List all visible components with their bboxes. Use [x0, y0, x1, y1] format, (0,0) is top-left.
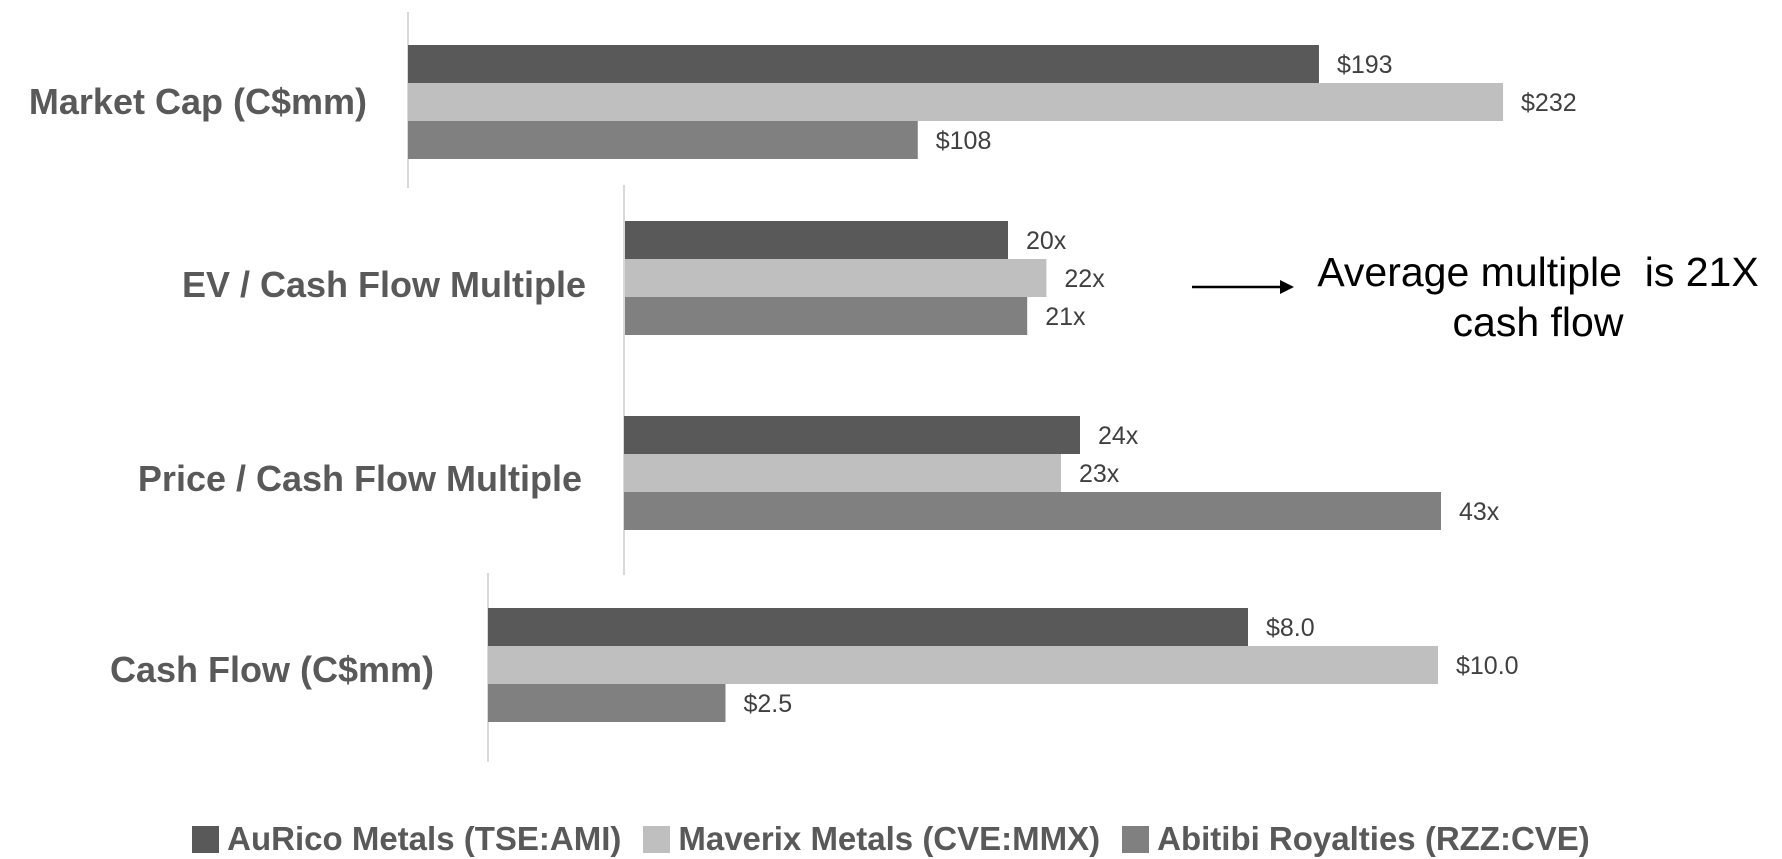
panel-market-cap-c-mm: Market Cap (C$mm) $193 $232 $108	[29, 12, 1577, 188]
category-label: Price / Cash Flow Multiple	[138, 458, 582, 499]
bar-abitibi-royalties-rzz-cve	[408, 121, 918, 159]
annotation: Average multiple is 21X cash flow	[1192, 249, 1759, 345]
category-label: Cash Flow (C$mm)	[110, 649, 434, 690]
category-label: Market Cap (C$mm)	[29, 81, 367, 122]
annotation-arrow-head	[1280, 280, 1294, 294]
bar-aurico-metals-tse-ami	[624, 416, 1080, 454]
legend-swatch-maverix	[643, 826, 670, 853]
annotation-line-2: cash flow	[1453, 299, 1624, 345]
bar-maverix-metals-cve-mmx	[488, 646, 1438, 684]
bar-maverix-metals-cve-mmx	[408, 83, 1503, 121]
bar-aurico-metals-tse-ami	[488, 608, 1248, 646]
bar-aurico-metals-tse-ami	[408, 45, 1319, 83]
legend-label-aurico: AuRico Metals (TSE:AMI)	[227, 820, 621, 858]
legend-item-maverix: Maverix Metals (CVE:MMX)	[643, 820, 1100, 858]
bar-maverix-metals-cve-mmx	[624, 259, 1046, 297]
data-label: 24x	[1098, 422, 1139, 450]
data-label: 20x	[1026, 227, 1067, 255]
bar-aurico-metals-tse-ami	[624, 221, 1008, 259]
legend-label-abitibi: Abitibi Royalties (RZZ:CVE)	[1157, 820, 1590, 858]
data-label: $108	[936, 127, 992, 155]
data-label: 43x	[1459, 498, 1500, 526]
annotation-line-1: Average multiple is 21X	[1317, 249, 1758, 295]
data-label: 22x	[1064, 265, 1105, 293]
legend-label-maverix: Maverix Metals (CVE:MMX)	[678, 820, 1100, 858]
bar-abitibi-royalties-rzz-cve	[624, 297, 1027, 335]
legend-swatch-aurico	[192, 826, 219, 853]
panel-cash-flow-c-mm: Cash Flow (C$mm) $8.0 $10.0 $2.5	[110, 573, 1519, 762]
category-label: EV / Cash Flow Multiple	[182, 264, 586, 305]
data-label: $232	[1521, 89, 1577, 117]
data-label: $2.5	[744, 690, 793, 718]
chart-panels: Market Cap (C$mm) $193 $232 $108 EV / Cash F…	[29, 12, 1577, 762]
bar-abitibi-royalties-rzz-cve	[624, 492, 1441, 530]
bar-maverix-metals-cve-mmx	[624, 454, 1061, 492]
data-label: 23x	[1079, 460, 1120, 488]
legend-item-abitibi: Abitibi Royalties (RZZ:CVE)	[1122, 820, 1590, 858]
legend: AuRico Metals (TSE:AMI) Maverix Metals (…	[0, 820, 1782, 858]
data-label: $8.0	[1266, 614, 1315, 642]
data-label: 21x	[1045, 303, 1086, 331]
legend-item-aurico: AuRico Metals (TSE:AMI)	[192, 820, 621, 858]
legend-swatch-abitibi	[1122, 826, 1149, 853]
data-label: $10.0	[1456, 652, 1519, 680]
data-label: $193	[1337, 51, 1393, 79]
bar-abitibi-royalties-rzz-cve	[488, 684, 726, 722]
